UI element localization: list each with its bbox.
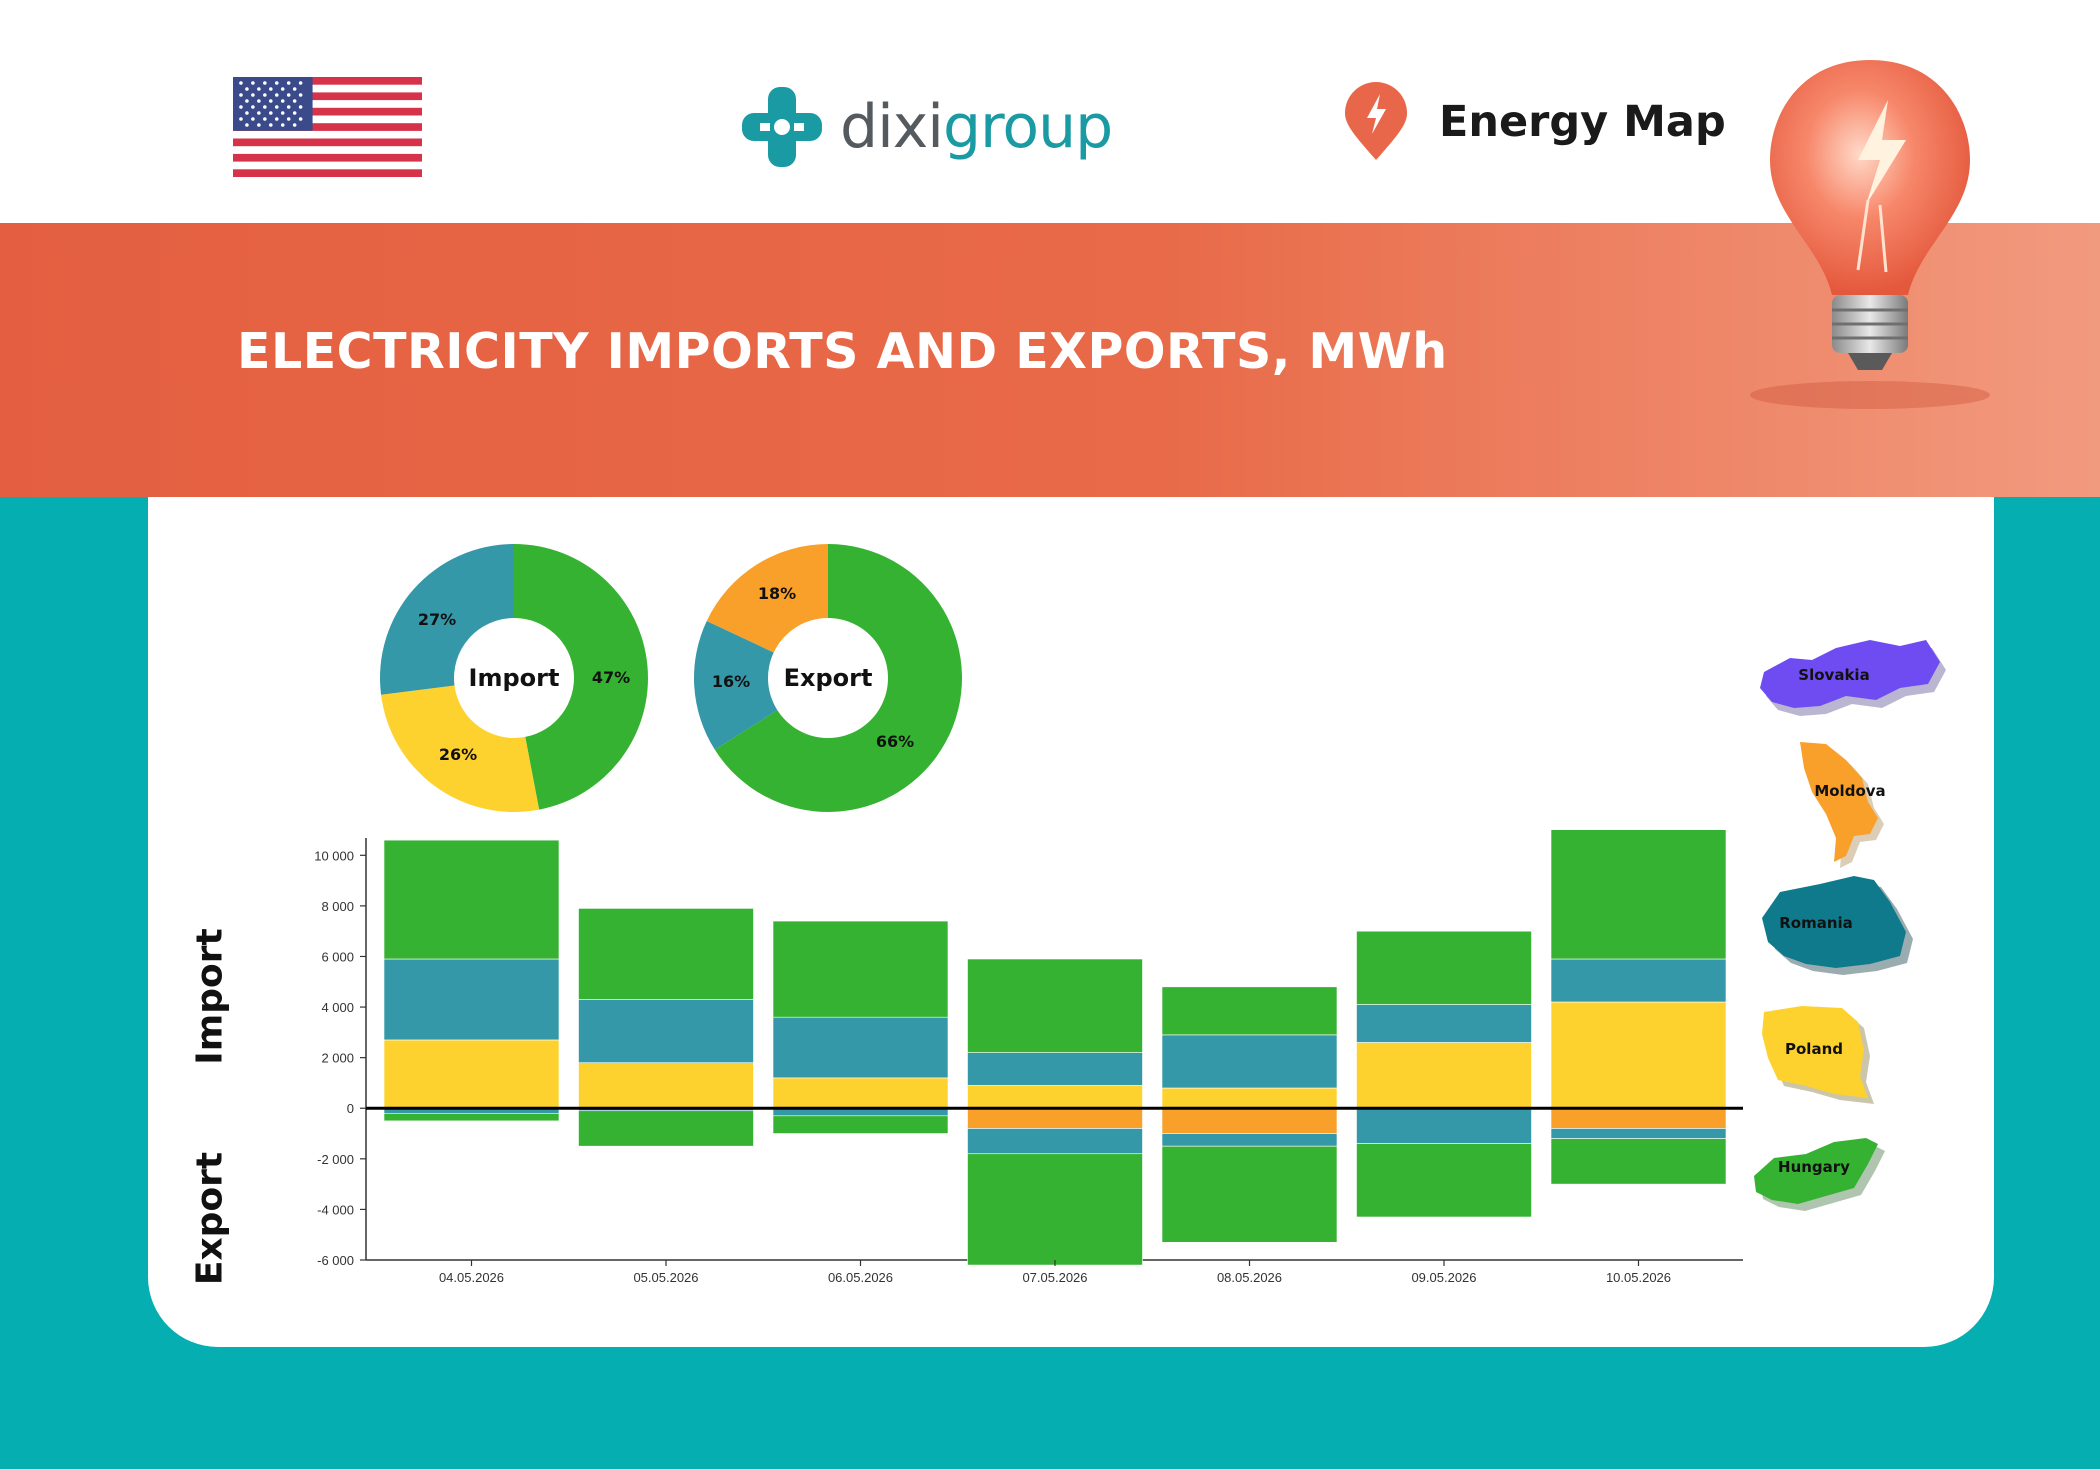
- x-tick-label: 07.05.2026: [1022, 1270, 1087, 1285]
- bar-import-hungary: [1356, 930, 1532, 1005]
- hungary-map-icon: [1754, 1138, 1885, 1211]
- bar-import-hungary: [578, 908, 754, 1000]
- bar-export-hungary: [1550, 1138, 1727, 1185]
- bar-import-hungary: [772, 920, 949, 1018]
- bar-export-romania: [1550, 1128, 1727, 1139]
- bar-import-romania: [1356, 1004, 1532, 1043]
- bar-export-hungary: [1356, 1143, 1532, 1218]
- import-slice-label: 27%: [418, 610, 456, 629]
- moldova-map-icon: [1800, 742, 1884, 868]
- dixigroup-logo-text: dixigroup: [840, 97, 1113, 157]
- bar-export-romania: [967, 1128, 1143, 1155]
- y-tick-label: -2 000: [317, 1152, 354, 1167]
- export-slice-romania: [694, 620, 778, 750]
- export-center-title: Export: [784, 664, 873, 692]
- bar-export-romania: [1161, 1133, 1338, 1147]
- x-tick-label: 04.05.2026: [439, 1270, 504, 1285]
- energy-map-label: Energy Map: [1439, 97, 1726, 147]
- bar-export-moldova: [1161, 1107, 1338, 1134]
- us-flag-icon[interactable]: [233, 77, 422, 177]
- bar-export-hungary: [578, 1110, 754, 1147]
- map-pin-bolt-icon: [1345, 82, 1407, 160]
- bar-import-hungary: [383, 839, 560, 960]
- legend-hungary[interactable]: Hungary: [1750, 1130, 1950, 1240]
- legend-slovakia[interactable]: Slovakia: [1750, 626, 1950, 736]
- bar-import-romania: [967, 1052, 1143, 1086]
- bar-import-hungary: [1161, 986, 1338, 1036]
- export-slice-moldova: [706, 544, 828, 653]
- dixigroup-logo-icon: [742, 87, 822, 167]
- bar-export-hungary: [967, 1153, 1143, 1266]
- import-slice-label: 47%: [592, 668, 630, 687]
- bar-export-moldova: [967, 1107, 1143, 1129]
- legend-poland-label: Poland: [1785, 1040, 1843, 1058]
- bar-import-hungary: [967, 958, 1143, 1053]
- y-tick-label: 4 000: [321, 1000, 354, 1015]
- header: dixigroup Energy Map: [0, 0, 2100, 223]
- legend-poland[interactable]: Poland: [1750, 998, 1950, 1108]
- bar-import-poland: [1550, 1001, 1727, 1109]
- import-donut-chart: 47% 26% 27% Import: [380, 544, 648, 812]
- legend-moldova-label: Moldova: [1814, 782, 1886, 800]
- export-slice-label: 66%: [876, 732, 914, 751]
- x-tick-label: 06.05.2026: [828, 1270, 893, 1285]
- y-tick-label: 2 000: [321, 1051, 354, 1066]
- bar-import-poland: [383, 1039, 560, 1109]
- logo-prefix: dixi: [840, 92, 944, 162]
- legend-romania-label: Romania: [1779, 914, 1853, 932]
- bar-import-poland: [1356, 1042, 1532, 1109]
- legend-slovakia-label: Slovakia: [1798, 666, 1870, 684]
- imports-exports-bar-chart: -6 000 -4 000 -2 000 0 2 000 4 000 6 000 8 000 1…: [314, 830, 1743, 1285]
- bar-import-romania: [1161, 1034, 1338, 1089]
- legend-moldova[interactable]: Moldova: [1750, 738, 1950, 868]
- import-slice-romania: [380, 544, 514, 695]
- bar-export-hungary: [1161, 1145, 1338, 1243]
- export-slice-label: 18%: [758, 584, 796, 603]
- y-tick-label: 8 000: [321, 899, 354, 914]
- import-slice-poland: [381, 685, 540, 812]
- export-slice-hungary: [714, 544, 962, 812]
- y-tick-label: -4 000: [317, 1202, 354, 1217]
- y-tick-label: -6 000: [317, 1253, 354, 1268]
- x-tick-label: 09.05.2026: [1411, 1270, 1476, 1285]
- bar-import-romania: [772, 1016, 949, 1079]
- y-tick-label: 6 000: [321, 949, 354, 964]
- x-tick-label: 08.05.2026: [1217, 1270, 1282, 1285]
- x-tick-label: 10.05.2026: [1606, 1270, 1671, 1285]
- import-slice-hungary: [514, 544, 648, 810]
- bar-import-poland: [578, 1062, 754, 1109]
- bar-export-romania: [1356, 1107, 1532, 1144]
- x-tick-label: 05.05.2026: [633, 1270, 698, 1285]
- bar-import-poland: [1161, 1087, 1338, 1109]
- logo-suffix: group: [942, 92, 1113, 162]
- dixigroup-logo[interactable]: dixigroup: [740, 82, 1113, 172]
- bar-import-romania: [1550, 958, 1727, 1003]
- y-tick-label: 10 000: [314, 848, 354, 863]
- page-title: ELECTRICITY IMPORTS AND EXPORTS, MWh: [237, 323, 1448, 380]
- romania-map-icon: [1762, 876, 1913, 975]
- bar-import-romania: [383, 958, 560, 1041]
- bar-import-poland: [967, 1085, 1143, 1109]
- slovakia-map-icon: [1760, 640, 1946, 716]
- export-donut-chart: 66% 16% 18% Export: [694, 544, 962, 812]
- bar-export-hungary: [772, 1115, 949, 1134]
- legend-hungary-label: Hungary: [1778, 1158, 1850, 1176]
- energy-map-link[interactable]: Energy Map: [1343, 82, 1726, 162]
- bar-import-hungary: [1550, 830, 1727, 960]
- bar-import-poland: [772, 1077, 949, 1109]
- legend-romania[interactable]: Romania: [1750, 872, 1950, 982]
- y-tick-label: 0: [347, 1101, 354, 1116]
- export-slice-label: 16%: [712, 672, 750, 691]
- country-legend: Slovakia Moldova Romania Poland Hungary: [1750, 620, 1950, 1240]
- bar-export-hungary: [383, 1112, 560, 1122]
- poland-map-icon: [1762, 1006, 1874, 1104]
- import-slice-label: 26%: [439, 745, 477, 764]
- title-banner: ELECTRICITY IMPORTS AND EXPORTS, MWh: [0, 223, 2100, 497]
- import-axis-label: Import: [189, 928, 231, 1065]
- light-bulb-icon: [1750, 60, 1990, 409]
- export-axis-label: Export: [189, 1151, 231, 1286]
- import-center-title: Import: [469, 664, 560, 692]
- bar-import-romania: [578, 999, 754, 1064]
- bar-export-moldova: [1550, 1107, 1727, 1129]
